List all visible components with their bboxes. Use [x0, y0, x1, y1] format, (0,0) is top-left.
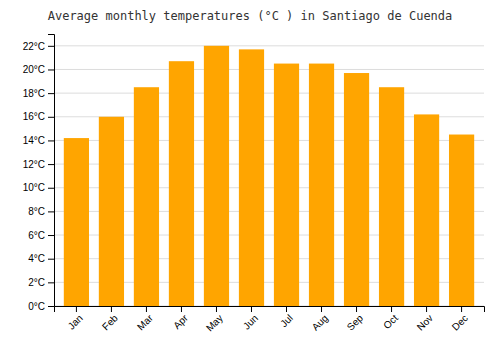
- tick-label: 20°C: [23, 64, 45, 75]
- tick-label: 4°C: [28, 253, 45, 264]
- tick-label: Oct: [381, 312, 400, 331]
- tick-mark: [181, 306, 182, 312]
- tick-label: Nov: [415, 312, 435, 332]
- bar: [169, 61, 194, 306]
- x-axis: Jan Feb Mar Apr May Jun Jul Aug Sep Oct Nov Dec: [55, 306, 485, 334]
- tick: 8°C: [28, 206, 54, 217]
- tick-mark: [48, 140, 54, 141]
- tick-mark: [216, 306, 217, 312]
- bars: [64, 46, 474, 306]
- tick-label: Apr: [171, 312, 190, 331]
- tick-label: 8°C: [28, 206, 45, 217]
- tick-mark: [356, 306, 357, 312]
- bar: [134, 87, 159, 306]
- bar: [344, 73, 369, 306]
- tick-label: 0°C: [28, 301, 45, 312]
- bar: [64, 138, 89, 306]
- bar: [414, 114, 439, 306]
- grid-line: [54, 45, 484, 46]
- tick: Jul: [278, 306, 295, 329]
- tick-label: 6°C: [28, 230, 45, 241]
- tick-label: 10°C: [23, 182, 45, 193]
- tick-mark: [48, 46, 54, 47]
- tick-mark: [48, 188, 54, 189]
- tick-label: 14°C: [23, 135, 45, 146]
- tick: 16°C: [23, 111, 54, 122]
- tick-mark: [426, 306, 427, 312]
- tick-mark: [48, 117, 54, 118]
- tick-label: 18°C: [23, 88, 45, 99]
- tick: 2°C: [28, 277, 54, 288]
- tick-label: Jun: [241, 312, 260, 331]
- tick: Oct: [381, 306, 400, 331]
- tick-label: 12°C: [23, 159, 45, 170]
- tick-mark: [48, 259, 54, 260]
- plot: 0°C 2°C 4°C 6°C 8°C 10°C 12°C 14°C 16°C 18°C 20°C 2…: [23, 35, 485, 334]
- tick: Dec: [450, 306, 470, 333]
- tick: Feb: [100, 306, 120, 332]
- grid-line: [54, 93, 484, 94]
- tick-label: Sep: [345, 312, 366, 333]
- tick: Apr: [171, 306, 190, 331]
- tick-mark: [461, 306, 462, 312]
- bar: [449, 135, 474, 306]
- bar: [204, 46, 229, 306]
- bar: [239, 49, 264, 306]
- tick: 0°C: [28, 301, 54, 312]
- tick-label: Mar: [135, 312, 155, 332]
- tick-label: 16°C: [23, 111, 45, 122]
- bar: [274, 64, 299, 306]
- tick-label: Dec: [450, 312, 470, 332]
- y-axis: 0°C 2°C 4°C 6°C 8°C 10°C 12°C 14°C 16°C 18°C 20°C 2…: [23, 35, 55, 312]
- tick-label: Jan: [66, 312, 85, 331]
- tick-mark: [111, 306, 112, 312]
- tick: 6°C: [28, 230, 54, 241]
- tick-mark: [48, 93, 54, 94]
- title: Average monthly temperatures (°C ) in Sa…: [48, 9, 453, 23]
- bar: [99, 117, 124, 306]
- tick: 18°C: [23, 88, 54, 99]
- tick: Mar: [135, 306, 155, 332]
- tick-mark: [391, 306, 392, 312]
- tick: 12°C: [23, 159, 54, 170]
- tick-label: Feb: [100, 312, 120, 332]
- tick-mark: [48, 211, 54, 212]
- tick-label: Aug: [310, 312, 330, 332]
- tick-mark: [286, 306, 287, 312]
- tick: 22°C: [23, 41, 54, 52]
- tick-mark: [76, 306, 77, 312]
- axis-line: [55, 307, 485, 313]
- grid: [54, 46, 484, 306]
- tick: Jan: [66, 306, 85, 332]
- chart: 0°C 2°C 4°C 6°C 8°C 10°C 12°C 14°C 16°C 18°C 20°C 2…: [0, 0, 500, 350]
- bar: [379, 87, 404, 306]
- tick: 4°C: [28, 253, 54, 264]
- tick-label: May: [204, 312, 225, 333]
- tick-mark: [146, 306, 147, 312]
- axis-line: [48, 35, 55, 307]
- tick-label: 2°C: [28, 277, 45, 288]
- tick: 20°C: [23, 64, 54, 75]
- tick: 14°C: [23, 135, 54, 146]
- tick-mark: [48, 235, 54, 236]
- tick: Sep: [345, 306, 366, 333]
- tick-mark: [251, 306, 252, 312]
- tick-mark: [48, 69, 54, 70]
- tick-mark: [321, 306, 322, 312]
- tick-label: 22°C: [23, 41, 45, 52]
- tick: Jun: [241, 306, 260, 332]
- tick-mark: [48, 306, 54, 307]
- grid-line: [54, 69, 484, 70]
- bar: [309, 64, 334, 306]
- tick: May: [204, 306, 225, 334]
- tick: Aug: [310, 306, 330, 333]
- tick-label: Jul: [278, 312, 295, 329]
- tick-mark: [48, 164, 54, 165]
- tick: 10°C: [23, 182, 54, 193]
- tick: Nov: [415, 306, 435, 333]
- tick-mark: [48, 282, 54, 283]
